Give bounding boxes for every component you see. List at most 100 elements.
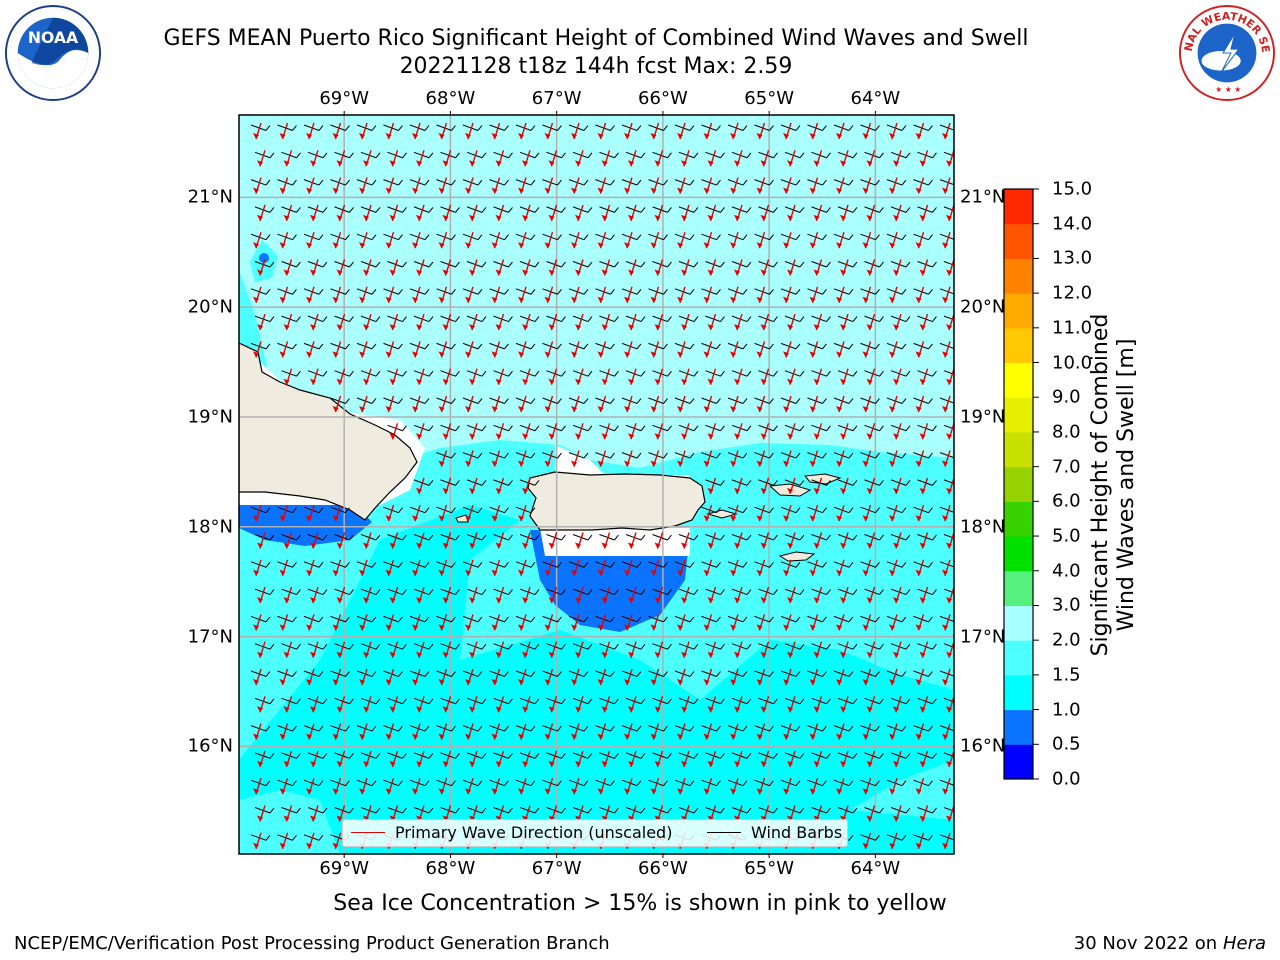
- wind-barb: [731, 588, 748, 596]
- wind-barb-feather: [879, 316, 884, 322]
- wind-barb: [254, 151, 271, 159]
- wind-barb: [568, 179, 585, 186]
- colorbar-tick-label: 5.0: [1052, 525, 1081, 547]
- wave-arrow-head: [624, 679, 630, 685]
- wind-barb-feather: [799, 534, 805, 541]
- wind-barb-feather: [583, 725, 589, 732]
- wind-barb: [334, 807, 350, 814]
- wind-barb-feather: [583, 562, 589, 568]
- wind-barb: [621, 615, 638, 623]
- wave-arrow-head: [544, 733, 551, 740]
- wind-barb: [595, 124, 611, 131]
- wave-arrow-head: [332, 515, 339, 522]
- wind-barb-feather: [534, 370, 540, 377]
- wind-barb: [254, 643, 271, 650]
- wave-arrow-head: [416, 324, 422, 331]
- wave-arrow-head: [703, 679, 710, 685]
- wind-barb-feather: [905, 316, 911, 322]
- wave-arrow-head: [469, 815, 475, 822]
- wind-barb: [731, 151, 748, 159]
- wind-barb-feather: [561, 753, 566, 759]
- wind-barb: [568, 124, 585, 131]
- wind-barb: [837, 752, 854, 759]
- wind-barb-feather: [716, 780, 721, 786]
- wave-arrow-head: [650, 679, 657, 685]
- wind-barb-feather: [455, 534, 460, 541]
- wave-arrow-head: [363, 214, 369, 221]
- wave-arrow-head: [813, 433, 820, 440]
- wave-arrow-head: [813, 487, 820, 494]
- wind-barb-feather: [451, 343, 456, 350]
- wave-arrow-head: [836, 733, 842, 740]
- lat-label-right: 20°N: [960, 296, 1006, 318]
- wind-barb-feather: [375, 753, 381, 759]
- wave-arrow-head: [544, 788, 551, 795]
- wind-barb: [546, 151, 562, 159]
- wind-barb: [943, 261, 954, 266]
- wave-arrow-head: [760, 324, 767, 331]
- wind-barb: [780, 670, 797, 677]
- wind-barb: [731, 370, 748, 377]
- wind-barb: [701, 179, 717, 186]
- wind-barb: [277, 615, 293, 623]
- wave-arrow-head: [306, 733, 312, 740]
- wind-barb: [493, 315, 509, 323]
- wave-arrow-head: [836, 187, 842, 194]
- noaa-logo-icon: NOAA: [4, 4, 102, 102]
- wind-barb: [784, 479, 801, 486]
- wind-barb-feather: [905, 589, 911, 595]
- wave-arrow-head: [257, 815, 263, 822]
- wind-barb: [701, 288, 717, 295]
- wave-arrow-head: [624, 296, 630, 303]
- wave-arrow-head: [681, 542, 687, 549]
- wind-barb: [542, 725, 558, 732]
- wind-barb: [917, 807, 933, 814]
- wind-barb: [807, 725, 823, 732]
- wind-barb-feather: [481, 807, 487, 814]
- wind-barb-feather: [720, 207, 725, 213]
- wave-arrow-head: [283, 651, 290, 658]
- wind-barb: [705, 206, 721, 213]
- wave-arrow-head: [389, 815, 396, 822]
- wave-arrow-head: [522, 706, 528, 713]
- wind-barb-feather: [481, 698, 487, 705]
- wind-barb-feather: [269, 753, 275, 759]
- wind-barb-feather: [534, 698, 540, 705]
- wind-barb: [409, 288, 426, 295]
- wind-barb: [784, 206, 801, 213]
- wind-barb-feather: [424, 289, 430, 295]
- wind-barb-feather: [375, 152, 381, 159]
- wind-barb: [254, 752, 271, 759]
- wind-barb-feather: [583, 452, 589, 459]
- wave-arrow-head: [575, 324, 581, 331]
- wind-barb: [939, 615, 954, 623]
- wind-barb: [599, 752, 615, 759]
- wind-barb-feather: [583, 780, 589, 786]
- wind-barb-feather: [693, 261, 699, 268]
- wind-barb: [462, 725, 479, 732]
- wave-arrow-head: [813, 651, 820, 658]
- colorbar-tick-label: 9.0: [1052, 386, 1081, 408]
- wind-barb-feather: [875, 125, 880, 131]
- wave-arrow-head: [787, 269, 793, 276]
- wave-arrow-head: [783, 351, 789, 358]
- wave-arrow-head: [919, 597, 926, 604]
- wave-arrow-head: [332, 406, 339, 412]
- colorbar-tick-label: 8.0: [1052, 421, 1081, 443]
- wind-barb: [652, 697, 668, 705]
- wave-arrow-head: [495, 433, 502, 440]
- wind-barb-feather: [879, 643, 884, 650]
- wind-barb-feather: [269, 152, 275, 159]
- wind-barb: [939, 233, 954, 240]
- wind-barb: [678, 151, 695, 159]
- footer-date: 30 Nov 2022 on Hera: [1074, 933, 1266, 954]
- colorbar-swatch: [1004, 501, 1033, 537]
- wave-arrow-head: [491, 788, 498, 795]
- wave-arrow-head: [650, 187, 657, 194]
- wave-arrow-head: [760, 760, 767, 767]
- lat-label-left: 20°N: [187, 296, 233, 318]
- wind-barb-feather: [614, 643, 619, 650]
- wave-arrow-head: [946, 651, 952, 658]
- wave-arrow-head: [862, 569, 869, 576]
